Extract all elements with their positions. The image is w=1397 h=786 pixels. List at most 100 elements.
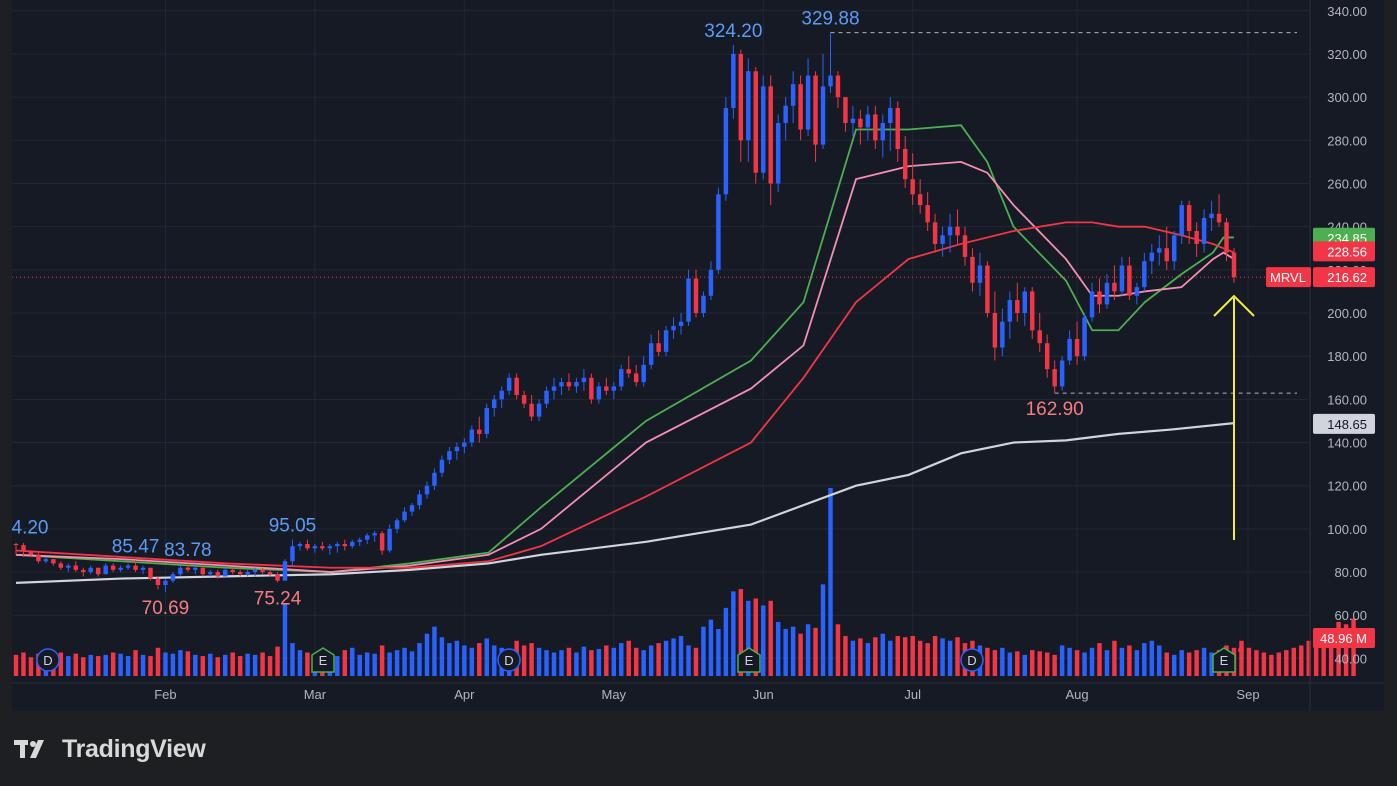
candle-body xyxy=(581,377,587,383)
candle-body xyxy=(663,330,669,352)
y-tick-label: 160.00 xyxy=(1327,392,1367,407)
candle-body xyxy=(252,569,258,573)
candle-body xyxy=(746,71,751,141)
volume-bar xyxy=(858,638,863,676)
candle-body xyxy=(574,382,579,387)
candle-body xyxy=(237,572,243,575)
candle-body xyxy=(320,546,325,549)
event-letter: E xyxy=(319,653,328,668)
volume-bar xyxy=(417,643,422,676)
volume-bar xyxy=(1284,650,1289,676)
volume-bar xyxy=(1291,647,1297,676)
x-tick-label: Apr xyxy=(454,687,475,702)
price-tag: 148.65 xyxy=(1313,413,1375,434)
volume-bar xyxy=(477,643,482,676)
dividend-marker: D xyxy=(497,648,521,672)
candle-body xyxy=(910,179,915,195)
price-annotation: 4.20 xyxy=(12,517,48,538)
volume-bar xyxy=(985,647,990,676)
volume-bar xyxy=(372,653,377,676)
volume-bar xyxy=(1201,647,1207,676)
dividend-circle xyxy=(497,648,521,672)
candle-body xyxy=(312,546,318,549)
candle-body xyxy=(768,86,773,184)
candle-body xyxy=(439,459,445,473)
volume-bar xyxy=(1007,652,1013,676)
dividend-circle xyxy=(36,648,60,672)
candle-body xyxy=(835,75,841,98)
volume-bar xyxy=(828,488,833,676)
candle-body xyxy=(551,386,557,391)
volume-bar xyxy=(1306,640,1311,676)
candle-body xyxy=(133,565,138,570)
candle-body xyxy=(364,535,370,540)
candle-body xyxy=(110,565,116,570)
volume-bar xyxy=(439,637,445,676)
volume-bar xyxy=(350,647,355,676)
volume-bar xyxy=(932,636,938,676)
candle-body xyxy=(1157,248,1162,253)
volume-bar xyxy=(626,640,631,676)
volume-bar xyxy=(237,656,243,676)
price-annotation: 85.47 xyxy=(112,536,160,557)
volume-bar xyxy=(155,647,161,676)
candle-body xyxy=(193,567,198,570)
candle-body xyxy=(297,544,303,547)
time-axis: Feb Mar Apr May Jun Jul Aug Sep xyxy=(12,682,1384,702)
volume-bar xyxy=(753,598,758,676)
volume-bar xyxy=(716,629,721,676)
candle-body xyxy=(1097,291,1102,305)
candle-body xyxy=(357,539,362,542)
candle-body xyxy=(775,123,781,184)
chart-area[interactable]: 4.20 85.47 83.78 70.69 95.05 75.24 324.20 329.8… xyxy=(12,0,1384,711)
volume-bar xyxy=(208,653,213,676)
volume-bar xyxy=(581,646,587,676)
event-letter: D xyxy=(43,653,52,668)
candle-body xyxy=(1224,222,1229,253)
candle-body xyxy=(454,446,460,452)
candle-body xyxy=(417,494,422,506)
volume-bar xyxy=(1097,643,1102,676)
volume-bar xyxy=(947,640,953,676)
candle-body xyxy=(118,567,123,570)
price-tag: 48.96 M xyxy=(1313,628,1375,648)
price-annotation: 95.05 xyxy=(269,516,317,537)
earnings-marker: E xyxy=(737,647,761,673)
candle-body xyxy=(282,561,288,581)
candle-body xyxy=(970,256,975,283)
candle-body xyxy=(1007,300,1013,322)
price-chart[interactable]: 4.20 85.47 83.78 70.69 95.05 75.24 324.20 329.8… xyxy=(12,0,1384,711)
volume-bar xyxy=(1313,638,1319,676)
volume-bar xyxy=(95,656,101,676)
volume-bar xyxy=(1030,650,1035,676)
candle-body xyxy=(148,567,153,579)
event-letter: E xyxy=(1220,653,1229,668)
volume-bar xyxy=(394,650,400,676)
candle-body xyxy=(977,265,983,283)
volume-bar xyxy=(1179,650,1184,676)
candle-body xyxy=(895,107,900,149)
moving-averages xyxy=(15,124,1235,584)
x-tick-label: Aug xyxy=(1066,687,1089,702)
volume-bar xyxy=(888,640,893,676)
candle-body xyxy=(656,343,661,352)
volume-bar xyxy=(1164,652,1169,676)
candle-body xyxy=(888,107,893,124)
volume-bar xyxy=(245,653,250,676)
candle-body xyxy=(327,546,333,549)
candle-body xyxy=(917,194,923,206)
volume-bar xyxy=(357,654,362,676)
volume-bar xyxy=(1157,645,1162,676)
candle-body xyxy=(1082,317,1087,357)
candle-body xyxy=(716,194,721,270)
volume-bar xyxy=(992,650,998,676)
volume-bar xyxy=(267,656,273,676)
moving-average-gray xyxy=(15,422,1235,584)
volume-bar xyxy=(1052,654,1057,676)
candle-body xyxy=(589,377,594,400)
price-tag-label: 228.56 xyxy=(1327,244,1367,259)
volume-bar xyxy=(1127,645,1132,676)
moving-average-green xyxy=(15,124,1234,573)
volume-bar xyxy=(1254,650,1259,676)
volume-bar xyxy=(170,653,176,676)
